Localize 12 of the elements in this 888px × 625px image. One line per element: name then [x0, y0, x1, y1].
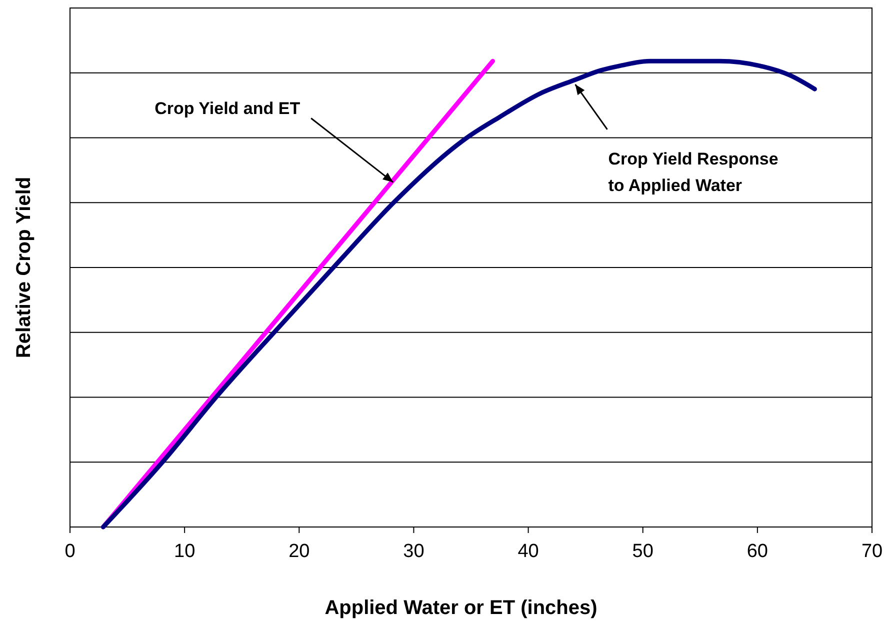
y-axis-title: Relative Crop Yield [13, 176, 35, 358]
x-tick-label: 20 [288, 540, 310, 562]
x-axis-title: Applied Water or ET (inches) [324, 597, 598, 619]
annotation: Crop Yield Response to Applied Water [608, 149, 778, 195]
x-tick-label: 50 [632, 540, 654, 562]
x-tick-label: 60 [746, 540, 768, 562]
x-tick-label: 0 [64, 540, 76, 562]
x-tick-label: 40 [518, 540, 539, 562]
x-tick-label: 30 [403, 540, 424, 562]
x-tick-label: 10 [174, 540, 196, 562]
x-tick-label: 70 [861, 540, 883, 562]
annotation: Crop Yield and ET [154, 99, 301, 118]
